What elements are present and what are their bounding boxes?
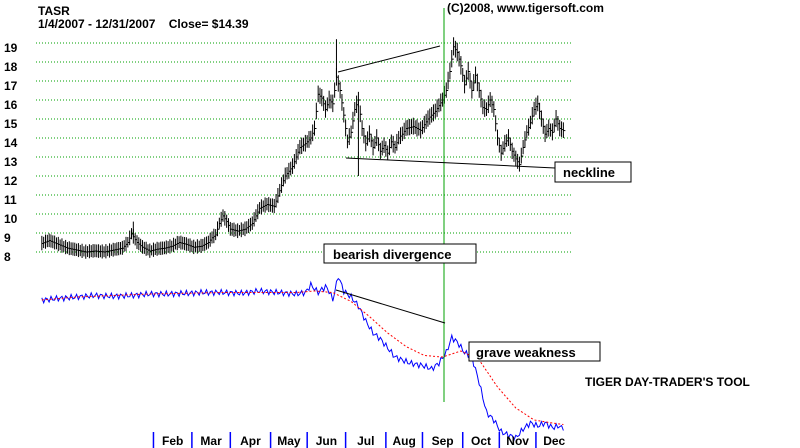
y-tick-label: 15: [4, 117, 18, 131]
month-label: Mar: [200, 434, 222, 448]
month-label: Aug: [393, 434, 416, 448]
month-label: Dec: [543, 434, 565, 448]
bearish-divergence-box: [323, 243, 477, 264]
month-axis: Feb Mar Apr May Jun Jul Aug Sep Oct Nov Dec: [152, 432, 566, 448]
neckline-label: neckline: [563, 165, 615, 180]
y-tick-label: 16: [4, 98, 18, 112]
y-tick-label: 19: [4, 41, 18, 55]
price-y-axis: 8 9 10 11 12 13 14 15 16 17 18 19: [4, 41, 18, 264]
y-tick-label: 18: [4, 60, 18, 74]
y-tick-label: 9: [4, 231, 11, 245]
indicator-moving-average: [41, 290, 564, 425]
y-tick-label: 12: [4, 174, 18, 188]
y-tick-label: 11: [4, 193, 17, 207]
y-tick-label: 8: [4, 250, 11, 264]
indicator-divergence-trendline: [335, 289, 446, 324]
month-label: Sep: [432, 434, 454, 448]
y-tick-label: 13: [4, 155, 18, 169]
neckline-label-box: [554, 161, 632, 183]
month-label: Jul: [357, 434, 374, 448]
month-label: Oct: [471, 434, 491, 448]
neckline-line: [345, 157, 556, 169]
month-label: May: [277, 434, 301, 448]
y-tick-label: 14: [4, 136, 18, 150]
grave-weakness-label: grave weakness: [476, 345, 576, 360]
indicator-line: [41, 277, 564, 442]
month-label: Feb: [162, 434, 183, 448]
month-label: Jun: [316, 434, 337, 448]
month-label: Apr: [240, 434, 261, 448]
copyright-label: (C)2008, www.tigersoft.com: [447, 1, 604, 15]
grave-weakness-box: [468, 341, 601, 362]
bearish-divergence-label: bearish divergence: [333, 247, 452, 262]
indicator-panel: [41, 277, 564, 442]
y-tick-label: 17: [4, 79, 18, 93]
chart-subtitle: 1/4/2007 - 12/31/2007 Close= $14.39: [38, 17, 249, 31]
month-label: Nov: [506, 434, 529, 448]
chart-title: TASR: [38, 4, 70, 18]
price-bars: [41, 37, 566, 259]
y-tick-label: 10: [4, 212, 18, 226]
tool-label: TIGER DAY-TRADER'S TOOL: [585, 375, 750, 389]
price-divergence-trendline: [337, 45, 441, 73]
